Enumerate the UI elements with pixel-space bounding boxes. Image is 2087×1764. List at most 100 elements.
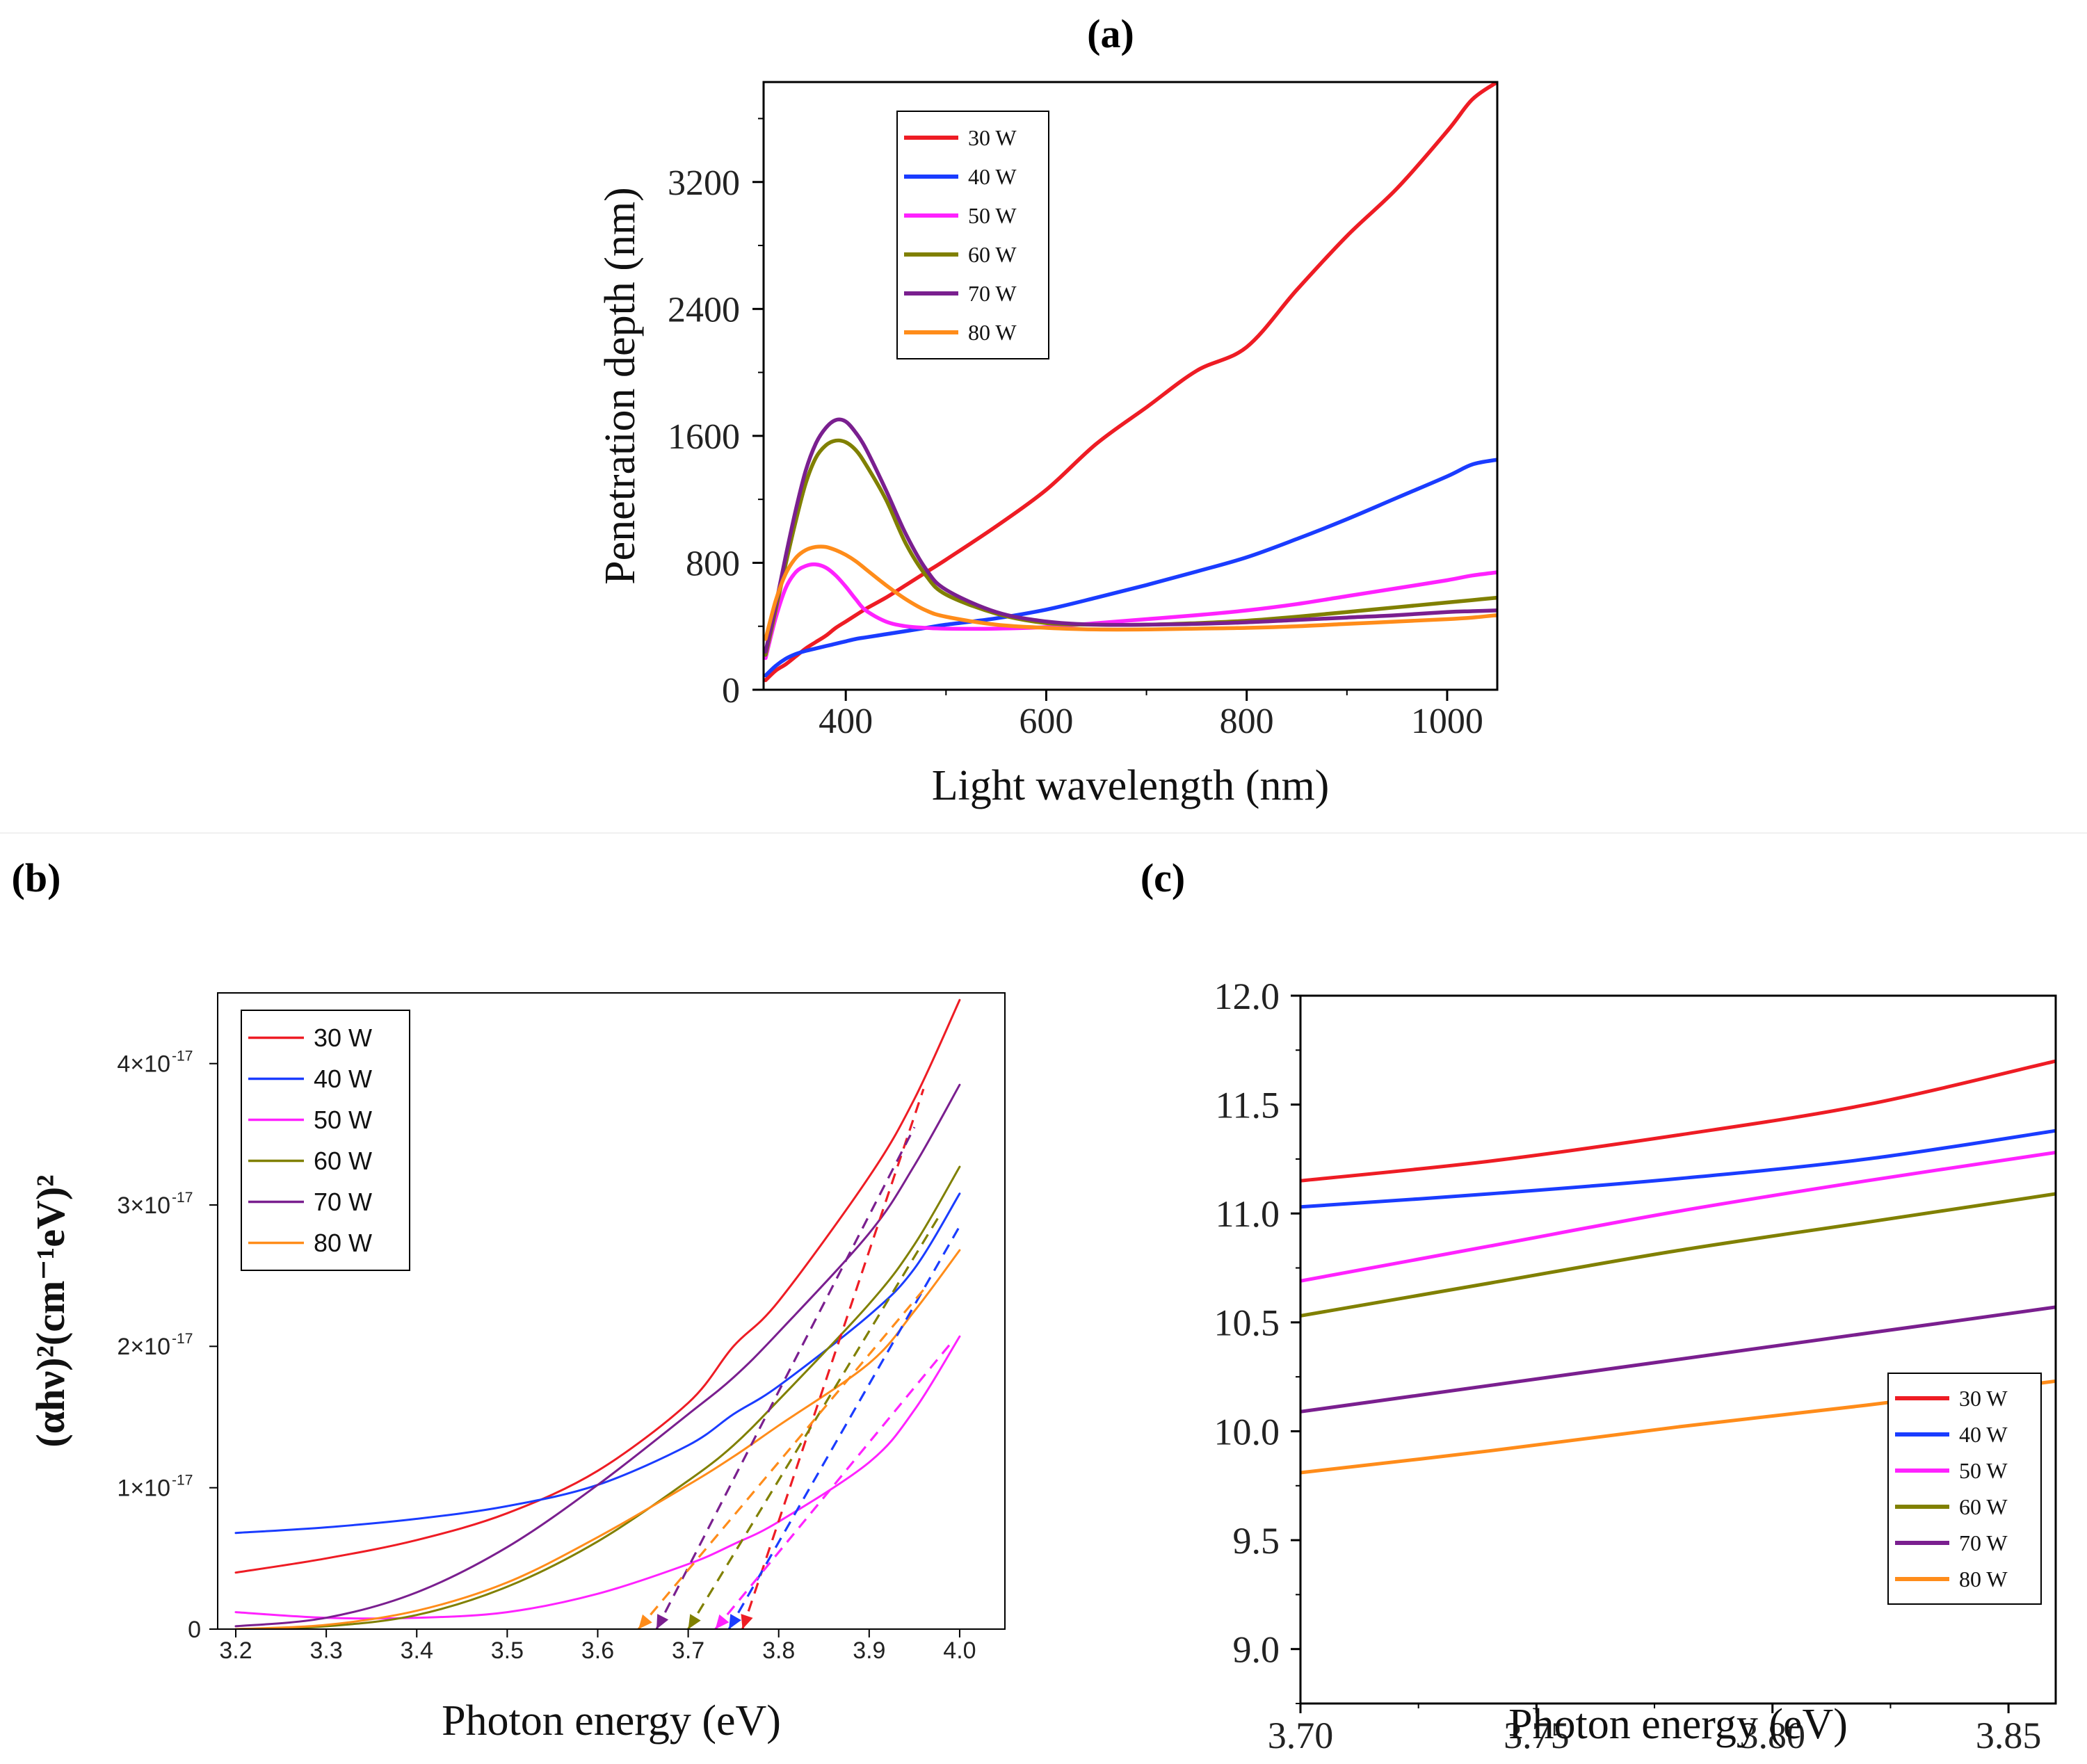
x-tick-label: 3.7 [672, 1637, 704, 1664]
x-tick-label: 3.3 [310, 1637, 343, 1664]
x-tick-label: 800 [1220, 702, 1274, 741]
panel-label: (b) [12, 855, 61, 900]
y-tick-label: 1×10 [117, 1475, 170, 1502]
legend-label: 60 W [314, 1147, 372, 1175]
x-tick-label: 1000 [1411, 702, 1483, 741]
chart-panel-a: (a) 400 600 800 1000 0 800 1600 2400 3200 Light wa… [597, 11, 1499, 809]
chart-panel-b: (b)3.2 3.3 3.4 3.5 3.6 3.7 3.8 3.9 4.001×10 -172×… [12, 855, 1006, 1745]
series-line-50w [764, 562, 1497, 661]
y-tick-label: 10.0 [1214, 1411, 1280, 1453]
fit-arrow-40w [729, 1614, 741, 1629]
legend-label: 30 W [968, 125, 1017, 150]
legend-label: 80 W [968, 320, 1017, 345]
y-tick-label: 9.0 [1233, 1629, 1280, 1671]
legend-label: 30 W [314, 1023, 372, 1052]
y-tick-label: 0 [188, 1617, 201, 1643]
legend-label: 70 W [968, 281, 1017, 306]
legend-label: 60 W [1959, 1494, 2008, 1519]
series-line-60w [234, 1165, 961, 1629]
panel-label: (c) [1141, 855, 1185, 900]
legend-label: 40 W [968, 164, 1017, 189]
legend-label: 70 W [314, 1188, 372, 1216]
y-tick-label: 11.0 [1216, 1193, 1280, 1235]
x-tick-label: 3.5 [491, 1637, 524, 1664]
series-line-80w [234, 1249, 961, 1629]
plot-frame [762, 81, 1499, 691]
fit-line-30w [741, 1088, 925, 1629]
legend-box [1887, 1373, 2042, 1605]
series-line-70w [234, 1083, 961, 1628]
fit-arrow-60w [688, 1614, 701, 1629]
y-tick-label: 11.5 [1216, 1085, 1280, 1126]
x-tick-label: 3.4 [401, 1637, 433, 1664]
x-axis-label: Photon energy (eV) [1508, 1701, 1848, 1748]
x-tick-label: 3.6 [581, 1637, 614, 1664]
x-tick-label: 4.0 [943, 1637, 976, 1664]
y-tick-label: 10.5 [1214, 1302, 1280, 1344]
legend-label: 40 W [314, 1065, 372, 1093]
y-tick-label: 1600 [668, 417, 740, 457]
fit-line-40w [727, 1225, 961, 1629]
legend-label: 60 W [968, 242, 1017, 267]
x-tick-label: 3.75 [1504, 1715, 1570, 1756]
legend-label: 50 W [314, 1106, 372, 1134]
series-line-30w [1300, 1059, 2056, 1183]
x-tick-label: 3.9 [853, 1637, 885, 1664]
x-tick-label: 400 [819, 702, 873, 741]
series-line-70w [1300, 1305, 2056, 1414]
series-line-40w [234, 1192, 961, 1535]
x-tick-label: 3.2 [219, 1637, 252, 1664]
legend-label: 50 W [968, 203, 1017, 228]
y-tick-label: 0 [722, 671, 740, 711]
y-tick-label: 9.5 [1233, 1520, 1280, 1562]
fit-arrow-50w [715, 1614, 730, 1629]
series-group [1300, 1059, 2056, 1475]
y-tick-label: 3×10 [117, 1192, 170, 1219]
fit-arrow-80w [638, 1614, 652, 1629]
x-tick-label: 3.85 [1976, 1715, 2042, 1756]
legend-label: 80 W [1959, 1567, 2008, 1592]
fit-line-70w [655, 1126, 916, 1629]
series-group [764, 82, 1497, 683]
x-axis-label: Photon energy (eV) [442, 1697, 781, 1745]
x-axis-label: Light wavelength (nm) [932, 762, 1330, 809]
fit-arrow-70w [656, 1614, 669, 1629]
plot-frame [217, 992, 1006, 1630]
series-line-30w [234, 998, 961, 1574]
plot-frame [1299, 994, 2057, 1705]
series-line-80w [764, 544, 1497, 641]
y-axis-label: Penetration depth (nm) [597, 187, 644, 585]
y-tick-exponent: -17 [172, 1331, 193, 1347]
series-line-60w [764, 438, 1497, 657]
legend-label: 30 W [1959, 1386, 2008, 1411]
series-line-30w [764, 82, 1497, 683]
y-tick-label: 3200 [668, 163, 740, 203]
fit-line-60w [687, 1211, 943, 1629]
x-tick-label: 3.8 [762, 1637, 795, 1664]
y-tick-label: 4×10 [117, 1051, 170, 1078]
legend-label: 40 W [1959, 1422, 2008, 1447]
series-group [234, 998, 961, 1629]
y-tick-exponent: -17 [172, 1049, 193, 1065]
series-line-60w [1300, 1192, 2056, 1318]
y-tick-label: 800 [686, 544, 740, 584]
x-tick-label: 3.70 [1268, 1715, 1334, 1756]
series-line-50w [1300, 1151, 2056, 1283]
legend-box [896, 111, 1049, 359]
legend-box [241, 1010, 410, 1271]
y-tick-label: 12.0 [1214, 976, 1280, 1017]
y-axis-label: (αhν)²(cm⁻¹eV)² [28, 1174, 73, 1447]
y-tick-exponent: -17 [172, 1473, 193, 1489]
legend-label: 50 W [1959, 1458, 2008, 1483]
y-tick-label: 2400 [668, 291, 740, 330]
fit-line-50w [714, 1343, 952, 1629]
y-tick-label: 2×10 [117, 1334, 170, 1360]
legend-label: 80 W [314, 1229, 372, 1257]
panel-label: (a) [1087, 11, 1134, 56]
x-tick-label: 3.80 [1740, 1715, 1806, 1756]
legend-label: 70 W [1959, 1530, 2008, 1555]
chart-panel-c: (c) 3.70 3.75 3.80 3.85 9.0 9.5 10.0 10.5 11.0 11.… [1141, 855, 2057, 1756]
y-tick-exponent: -17 [172, 1190, 193, 1206]
fit-arrow-30w [741, 1614, 753, 1629]
